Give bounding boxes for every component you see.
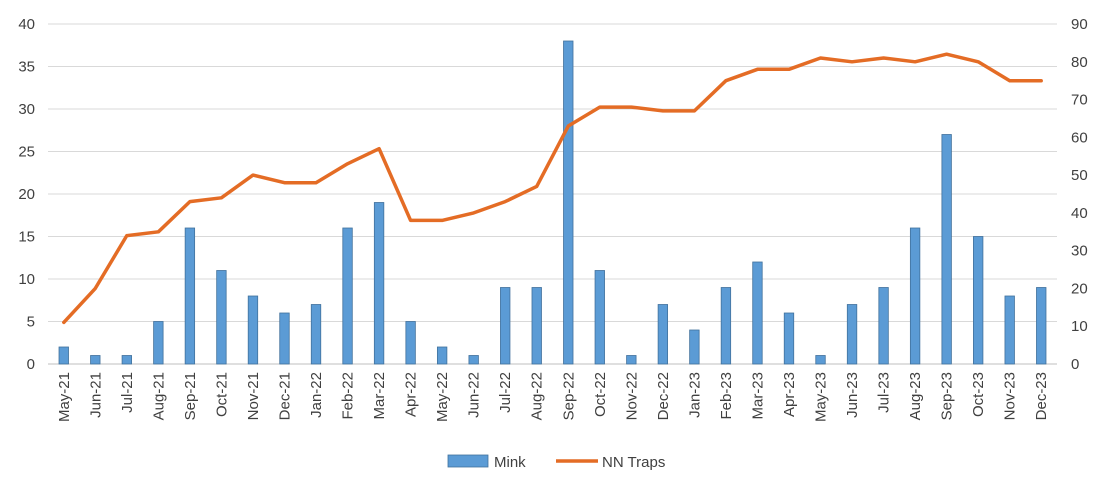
x-tick-label: Nov-21: [245, 372, 262, 420]
bar-mink: [153, 321, 164, 365]
bar-mink: [689, 329, 700, 365]
x-tick-label: Apr-23: [781, 372, 798, 417]
bar-mink: [90, 355, 101, 365]
y-right-tick-label: 50: [1071, 167, 1088, 184]
bar-mink: [436, 346, 448, 365]
x-tick-label: May-22: [434, 372, 451, 422]
bar-mink: [815, 355, 826, 365]
y-right-tick-label: 80: [1071, 54, 1088, 71]
x-tick-label: Jun-21: [87, 372, 104, 418]
nn-traps-line: [62, 52, 1043, 325]
x-axis: May-21 Jun-21 Jul-21 Aug-21 Sep-21 Oct-21 Nov-…: [56, 372, 1050, 422]
x-tick-label: Feb-22: [340, 372, 357, 420]
y-axis-right: 0 10 20 30 40 50 60 70 80 90: [1071, 16, 1088, 373]
bar-mink: [405, 321, 416, 365]
bar-mink: [184, 227, 196, 365]
bar-mink: [1004, 295, 1015, 365]
x-tick-label: May-21: [56, 372, 73, 422]
bar-mink: [594, 270, 605, 365]
legend-swatch-mink: [447, 454, 489, 468]
bar-mink: [878, 287, 889, 365]
bar-mink: [752, 261, 763, 365]
x-tick-label: Sep-23: [939, 372, 956, 420]
x-tick-label: Jun-23: [844, 372, 861, 418]
bar-mink: [279, 312, 290, 365]
bar-mink: [909, 227, 921, 365]
bar-mink: [657, 304, 669, 365]
bar-mink: [342, 227, 353, 365]
bar-mink: [626, 355, 637, 365]
x-tick-label: Jan-22: [308, 372, 325, 418]
bar-mink: [310, 304, 322, 365]
legend: Mink NN Traps: [447, 454, 665, 471]
y-right-tick-label: 10: [1071, 318, 1088, 335]
x-tick-label: Dec-21: [276, 372, 293, 420]
x-tick-label: Mar-22: [371, 372, 388, 420]
legend-label-mink: Mink: [494, 454, 526, 471]
y-left-tick-label: 10: [18, 271, 35, 288]
x-tick-label: Jan-23: [686, 372, 703, 418]
bar-mink: [121, 355, 132, 365]
y-left-tick-label: 25: [18, 144, 35, 161]
y-right-tick-label: 70: [1071, 92, 1088, 109]
bar-mink: [846, 304, 858, 365]
x-tick-label: Sep-22: [560, 372, 577, 420]
y-left-tick-label: 15: [18, 229, 35, 246]
y-left-tick-label: 30: [18, 101, 35, 118]
y-axis-left: 0 5 10 15 20 25 30 35 40: [18, 16, 35, 373]
x-tick-label: Apr-22: [403, 372, 420, 417]
y-right-tick-label: 40: [1071, 205, 1088, 222]
mink-bars: [58, 40, 1047, 365]
bar-mink: [720, 287, 732, 365]
x-tick-label: Jul-22: [497, 372, 514, 413]
bar-mink: [531, 287, 542, 365]
x-tick-label: Aug-23: [907, 372, 924, 420]
y-right-tick-label: 30: [1071, 243, 1088, 260]
bar-mink: [468, 355, 479, 365]
y-right-tick-label: 20: [1071, 280, 1088, 297]
bar-mink: [563, 40, 574, 365]
y-left-tick-label: 5: [27, 314, 35, 331]
bar-mink: [216, 270, 227, 365]
nn-traps-line-group: [62, 52, 1043, 325]
bar-mink: [783, 312, 795, 365]
bar-mink: [500, 287, 511, 365]
y-left-tick-label: 0: [27, 356, 35, 373]
bar-mink: [247, 295, 259, 365]
bar-mink: [58, 346, 69, 365]
x-tick-label: Sep-21: [182, 372, 199, 420]
x-tick-label: Nov-22: [623, 372, 640, 420]
bar-mink: [973, 236, 984, 365]
x-tick-label: Jul-21: [119, 372, 136, 413]
x-tick-label: Oct-22: [592, 372, 609, 417]
bar-mink: [941, 134, 952, 365]
bar-mink: [373, 202, 385, 365]
x-tick-label: Dec-22: [655, 372, 672, 420]
bar-mink: [1036, 287, 1047, 365]
x-tick-label: Oct-23: [970, 372, 987, 417]
legend-label-nn-traps: NN Traps: [602, 454, 665, 471]
y-right-tick-label: 0: [1071, 356, 1079, 373]
x-tick-label: Feb-23: [718, 372, 735, 420]
x-tick-label: Aug-22: [529, 372, 546, 420]
x-tick-label: Jul-23: [876, 372, 893, 413]
x-tick-label: May-23: [813, 372, 830, 422]
x-tick-label: Oct-21: [213, 372, 230, 417]
y-right-tick-label: 60: [1071, 129, 1088, 146]
y-left-tick-label: 20: [18, 186, 35, 203]
x-tick-label: Mar-23: [749, 372, 766, 420]
x-tick-label: Dec-23: [1033, 372, 1050, 420]
x-tick-label: Jun-22: [466, 372, 483, 418]
y-left-tick-label: 40: [18, 16, 35, 33]
y-right-tick-label: 90: [1071, 16, 1088, 33]
gridlines: [48, 23, 1057, 365]
x-tick-label: Aug-21: [150, 372, 167, 420]
x-tick-label: Nov-23: [1002, 372, 1019, 420]
y-left-tick-label: 35: [18, 59, 35, 76]
